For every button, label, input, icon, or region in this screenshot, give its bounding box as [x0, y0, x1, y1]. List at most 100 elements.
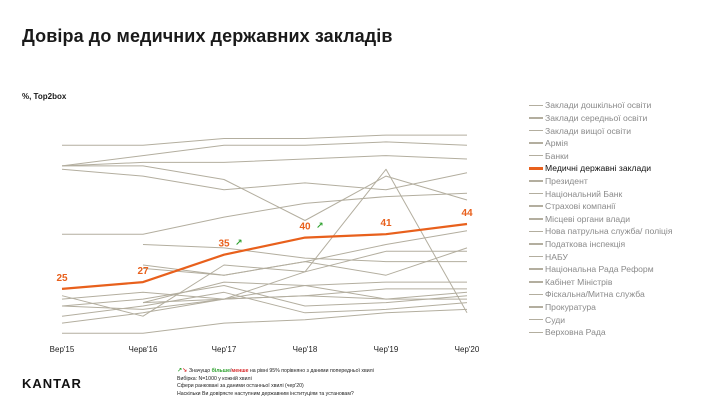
- legend-swatch: [529, 180, 543, 182]
- value-label: 35: [218, 239, 230, 250]
- legend-label: Верховна Рада: [545, 327, 606, 338]
- chart-legend: Заклади дошкільної освіти Заклади середнь…: [529, 99, 714, 339]
- series-line-медичні-державні-заклади: [61, 222, 468, 290]
- value-label: 41: [380, 218, 392, 229]
- legend-item-заклади-вищої-освіти: Заклади вищої освіти: [529, 124, 714, 137]
- legend-swatch: [529, 306, 543, 308]
- legend-swatch: [529, 243, 543, 245]
- series-line-банки: [62, 192, 468, 235]
- legend-item-кабінет-міністрів: Кабінет Міністрів: [529, 276, 714, 289]
- legend-swatch: [529, 167, 543, 170]
- series-line-страхові-компанії: [142, 247, 468, 276]
- series-line-прокуратура: [61, 291, 468, 317]
- legend-label: Медичні державні заклади: [545, 163, 652, 174]
- significant-up-arrow-icon: ↗: [316, 222, 324, 232]
- legend-item-верховна-рада: Верховна Рада: [529, 326, 714, 339]
- legend-item-нова-патрульна-служба-поліція: Нова патрульна служба/ поліція: [529, 225, 714, 238]
- legend-item-армія: Армія: [529, 137, 714, 150]
- significance-arrows-icon: ↗↘: [177, 368, 188, 374]
- legend-item-суди: Суди: [529, 313, 714, 326]
- kantar-logo: KANTAR: [22, 376, 82, 391]
- legend-item-набу: НАБУ: [529, 250, 714, 263]
- legend-item-національна-рада-реформ: Національна Рада Реформ: [529, 263, 714, 276]
- legend-label: НАБУ: [545, 251, 568, 262]
- legend-label: Прокуратура: [545, 302, 596, 313]
- series-line-національна-рада-реформ: [61, 285, 468, 310]
- series-line-заклади-вищої-освіти: [61, 155, 468, 167]
- x-tick-label: Чер'20: [455, 345, 480, 354]
- legend-item-податкова-інспекція: Податкова інспекція: [529, 238, 714, 251]
- series-line-армія: [61, 168, 468, 191]
- legend-item-національний-банк: Національний Банк: [529, 187, 714, 200]
- legend-label: Національний Банк: [545, 188, 623, 199]
- legend-swatch: [529, 255, 543, 258]
- page-title: Довіра до медичних державних закладів: [22, 26, 393, 46]
- question-note: Наскільки Ви довіряєте наступним державн…: [177, 390, 354, 397]
- significance-more: більше: [211, 368, 230, 374]
- legend-item-заклади-дошкільної-освіти: Заклади дошкільної освіти: [529, 99, 714, 112]
- x-tick-label: Вер'15: [50, 345, 75, 354]
- legend-label: Нова патрульна служба/ поліція: [545, 226, 673, 237]
- legend-item-страхові-компанії: Страхові компанії: [529, 200, 714, 213]
- value-label: 27: [137, 266, 149, 277]
- legend-swatch: [529, 331, 543, 334]
- series-line-суди: [62, 308, 468, 334]
- series-line-президент: [62, 165, 468, 221]
- legend-swatch: [529, 117, 543, 119]
- legend-swatch: [529, 218, 543, 220]
- legend-item-фіскальна-митна-служба: Фіскальна/Митна служба: [529, 288, 714, 301]
- y-axis-unit-label: %, Top2box: [22, 92, 67, 101]
- legend-swatch: [529, 129, 543, 132]
- legend-swatch: [529, 268, 543, 270]
- value-label: 44: [461, 208, 473, 219]
- legend-label: Армія: [545, 138, 568, 149]
- series-line-заклади-дошкільної-освіти: [62, 134, 467, 146]
- x-tick-label: Чер'17: [212, 345, 237, 354]
- legend-label: Податкова інспекція: [545, 239, 626, 249]
- legend-label: Заклади дошкільної освіти: [545, 100, 652, 111]
- legend-item-президент: Президент: [529, 175, 714, 188]
- legend-label: Фіскальна/Митна служба: [545, 289, 645, 300]
- legend-swatch: [529, 205, 543, 207]
- significance-note: ↗↘ Значущо більше/менше на рівні 95% порі…: [177, 368, 374, 376]
- value-label: 25: [56, 273, 68, 284]
- ranking-note: Сфери ранковані за даними останньої хвил…: [177, 383, 304, 390]
- legend-swatch: [529, 104, 543, 107]
- legend-label: Страхові компанії: [545, 201, 616, 212]
- legend-swatch: [529, 154, 543, 157]
- value-labels-layer: 25 27 35 ↗ 40 ↗ 41 44: [56, 208, 473, 284]
- legend-label: Президент: [545, 175, 588, 186]
- legend-item-медичні-державні-заклади: Медичні державні заклади: [529, 162, 714, 175]
- legend-item-прокуратура: Прокуратура: [529, 301, 714, 314]
- x-axis-ticks: Вер'15 Черв'16 Чер'17 Чер'18 Чер'19 Чер'20: [50, 345, 480, 354]
- series-line-верховна-рада: [61, 168, 468, 317]
- legend-label: Заклади середньої освіти: [545, 112, 648, 123]
- legend-swatch: [529, 230, 543, 233]
- legend-item-місцеві-органи-влади: Місцеві органи влади: [529, 212, 714, 225]
- legend-label: Кабінет Міністрів: [545, 276, 613, 287]
- significance-less: менше: [231, 368, 249, 374]
- legend-item-заклади-середньої-освіти: Заклади середньої освіти: [529, 112, 714, 125]
- series-line-місцеві-органи-влади: [61, 250, 467, 324]
- legend-swatch: [529, 318, 543, 321]
- footnotes: ↗↘ Значущо більше/менше на рівні 95% порі…: [177, 368, 374, 398]
- legend-label: Заклади вищої освіти: [545, 125, 632, 136]
- legend-swatch: [529, 192, 543, 195]
- value-label: 40: [299, 222, 311, 233]
- x-tick-label: Чер'18: [293, 345, 318, 354]
- legend-label: Суди: [545, 314, 566, 325]
- sample-note: Вибірка: N=1000 у кожній хвилі: [177, 375, 252, 382]
- significance-suffix: на рівні 95% порівняно з даними попередн…: [248, 368, 374, 374]
- significance-sep: /: [229, 368, 232, 374]
- significant-up-arrow-icon: ↗: [235, 239, 243, 249]
- legend-swatch: [529, 281, 543, 283]
- legend-item-банки: Банки: [529, 149, 714, 162]
- series-line-кабінет-міністрів: [61, 285, 468, 307]
- x-tick-label: Черв'16: [129, 345, 158, 354]
- series-line-фіскальна-митна-служба: [61, 291, 467, 300]
- series-layer: [61, 134, 468, 334]
- legend-label: Національна Рада Реформ: [545, 264, 654, 275]
- legend-swatch: [529, 293, 543, 296]
- series-line-заклади-середньої-освіти: [61, 141, 468, 167]
